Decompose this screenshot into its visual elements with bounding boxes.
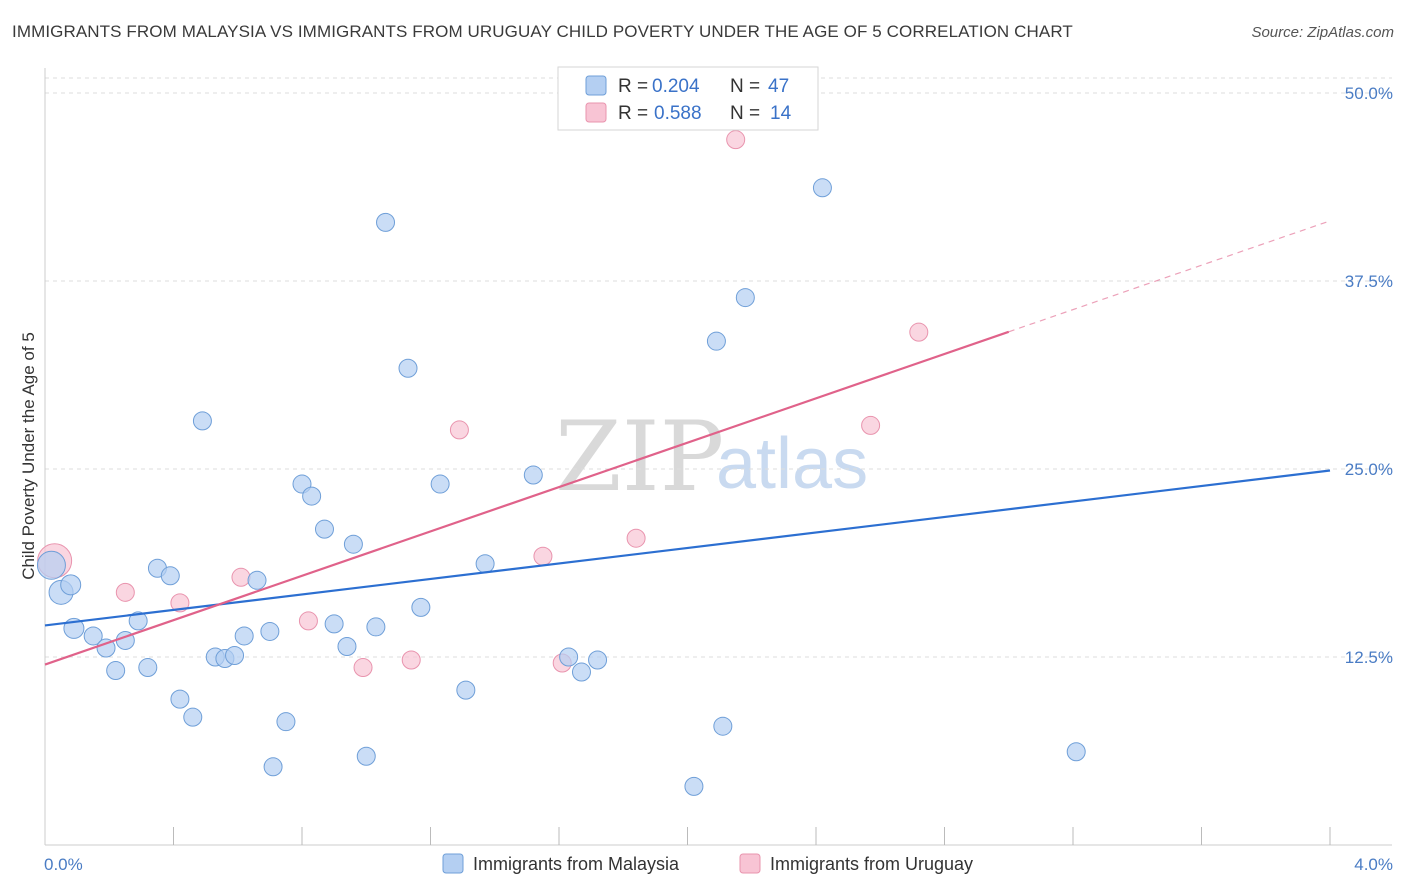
y-tick-labels: 12.5% 25.0% 37.5% 50.0% (1345, 84, 1393, 667)
y-tick-label-0: 12.5% (1345, 648, 1393, 667)
legend-n-value-malaysia: 47 (768, 76, 789, 97)
legend-r-label-malaysia: R = (618, 76, 648, 97)
malaysia-point-9 (138, 658, 158, 678)
source-credit: Source: ZipAtlas.com (1251, 24, 1394, 41)
malaysia-point-28 (343, 534, 363, 554)
chart-title: IMMIGRANTS FROM MALAYSIA VS IMMIGRANTS F… (12, 22, 1073, 41)
malaysia-point-26 (324, 614, 344, 634)
malaysia-point-35 (456, 680, 476, 700)
legend-r-value-malaysia: 0.204 (652, 76, 700, 97)
trendlines (44, 220, 1331, 666)
legend-n-value-uruguay: 14 (770, 103, 792, 124)
malaysia-point-22 (276, 712, 296, 732)
malaysia-point-30 (366, 617, 386, 637)
correlation-legend: R = 0.204 N = 47 R = 0.588 N = 14 (557, 66, 819, 131)
legend-r-value-uruguay: 0.588 (654, 103, 702, 124)
malaysia-point-40 (588, 650, 608, 670)
malaysia-point-18 (234, 626, 254, 646)
malaysia-point-21 (263, 757, 283, 777)
y-tick-label-2: 37.5% (1345, 272, 1393, 291)
x-tick-label-0: 0.0% (44, 855, 83, 874)
malaysia-point-6 (106, 661, 126, 681)
malaysia-point-19 (247, 570, 267, 590)
malaysia-point-17 (225, 646, 245, 666)
legend-n-label-uruguay: N = (730, 103, 760, 124)
malaysia-point-34 (430, 474, 450, 494)
malaysia-point-2 (60, 574, 82, 596)
x-tick-labels: 0.0% 4.0% (44, 855, 1393, 874)
malaysia-point-8 (128, 611, 148, 631)
uruguay-point-4 (298, 611, 318, 631)
malaysia-point-41 (684, 776, 704, 796)
legend-swatch-malaysia (585, 75, 607, 96)
legend-swatch-uruguay (585, 102, 607, 123)
uruguay-point-13 (909, 322, 929, 342)
legend-r-label-uruguay: R = (618, 103, 648, 124)
malaysia-point-4 (83, 626, 103, 646)
malaysia-point-24 (302, 486, 322, 506)
malaysia-point-27 (337, 636, 357, 656)
uruguay-point-3 (231, 567, 251, 587)
malaysia-point-13 (183, 707, 203, 727)
malaysia-point-42 (713, 716, 733, 736)
uruguay-point-11 (726, 130, 746, 150)
malaysia-point-46 (1066, 742, 1086, 762)
bottom-legend-swatch-malaysia (442, 853, 464, 874)
uruguay-trendline-extension (1008, 220, 1331, 333)
malaysia-point-38 (559, 647, 579, 667)
uruguay-point-2 (170, 593, 190, 613)
series-legend: Immigrants from Malaysia Immigrants from… (442, 853, 973, 874)
malaysia-point-33 (411, 597, 431, 617)
uruguay-point-8 (533, 546, 553, 566)
malaysia-point-12 (170, 689, 190, 709)
malaysia-point-37 (523, 465, 543, 485)
watermark-zip: ZIP (555, 401, 724, 513)
uruguay-point-10 (626, 528, 646, 548)
uruguay-point-5 (353, 658, 373, 678)
uruguay-trendline (44, 330, 1010, 666)
y-tick-label-1: 25.0% (1345, 460, 1393, 479)
uruguay-point-12 (861, 415, 881, 435)
malaysia-point-44 (735, 288, 755, 308)
uruguay-point-6 (401, 650, 421, 670)
malaysia-point-29 (356, 746, 376, 766)
malaysia-point-45 (812, 178, 832, 198)
malaysia-point-25 (314, 519, 334, 539)
watermark-atlas: atlas (716, 424, 868, 504)
malaysia-point-36 (475, 554, 495, 574)
malaysia-point-0 (36, 550, 66, 580)
malaysia-point-43 (706, 331, 726, 351)
y-axis-label: Child Poverty Under the Age of 5 (19, 332, 38, 580)
malaysia-point-31 (376, 212, 396, 232)
y-tick-label-3: 50.0% (1345, 84, 1393, 103)
legend-n-label-malaysia: N = (730, 76, 760, 97)
bottom-legend-label-malaysia: Immigrants from Malaysia (473, 854, 680, 874)
uruguay-point-1 (115, 582, 135, 602)
axes (44, 68, 1392, 846)
bottom-legend-swatch-uruguay (739, 853, 761, 874)
malaysia-point-32 (398, 358, 418, 378)
malaysia-point-39 (571, 662, 591, 682)
malaysia-point-20 (260, 621, 280, 641)
bottom-legend-label-uruguay: Immigrants from Uruguay (770, 854, 973, 874)
uruguay-point-7 (449, 420, 469, 440)
uruguay-points (37, 130, 929, 678)
malaysia-point-14 (192, 411, 212, 431)
malaysia-point-11 (160, 566, 180, 586)
malaysia-trendline (44, 469, 1331, 627)
x-tick-label-1: 4.0% (1354, 855, 1393, 874)
malaysia-point-5 (96, 638, 116, 658)
